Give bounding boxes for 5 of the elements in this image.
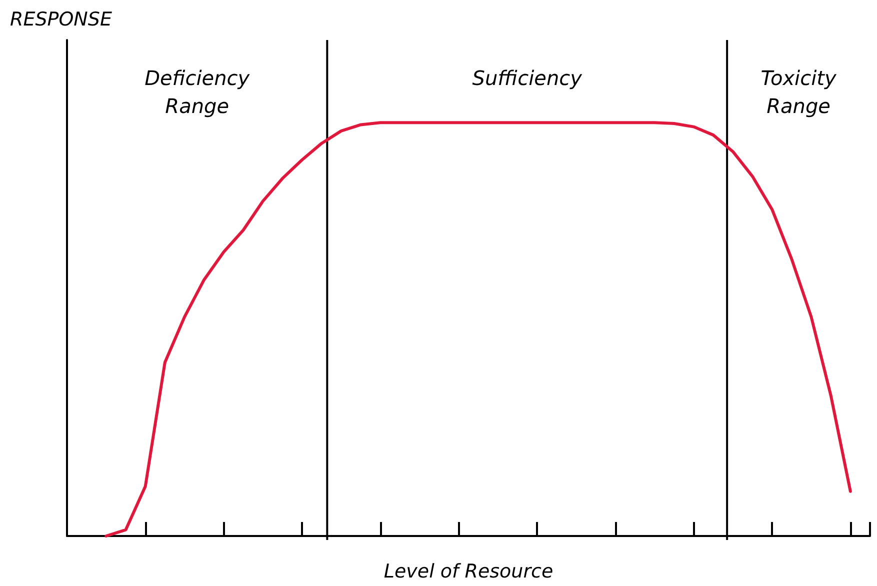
text: Deficiency Range xyxy=(144,66,251,118)
x-axis-title: Level of Resource xyxy=(384,560,554,582)
text: Toxicity Range xyxy=(760,66,838,118)
text: Sufficiency xyxy=(472,66,584,90)
y-axis-title: RESPONSE xyxy=(10,8,112,30)
